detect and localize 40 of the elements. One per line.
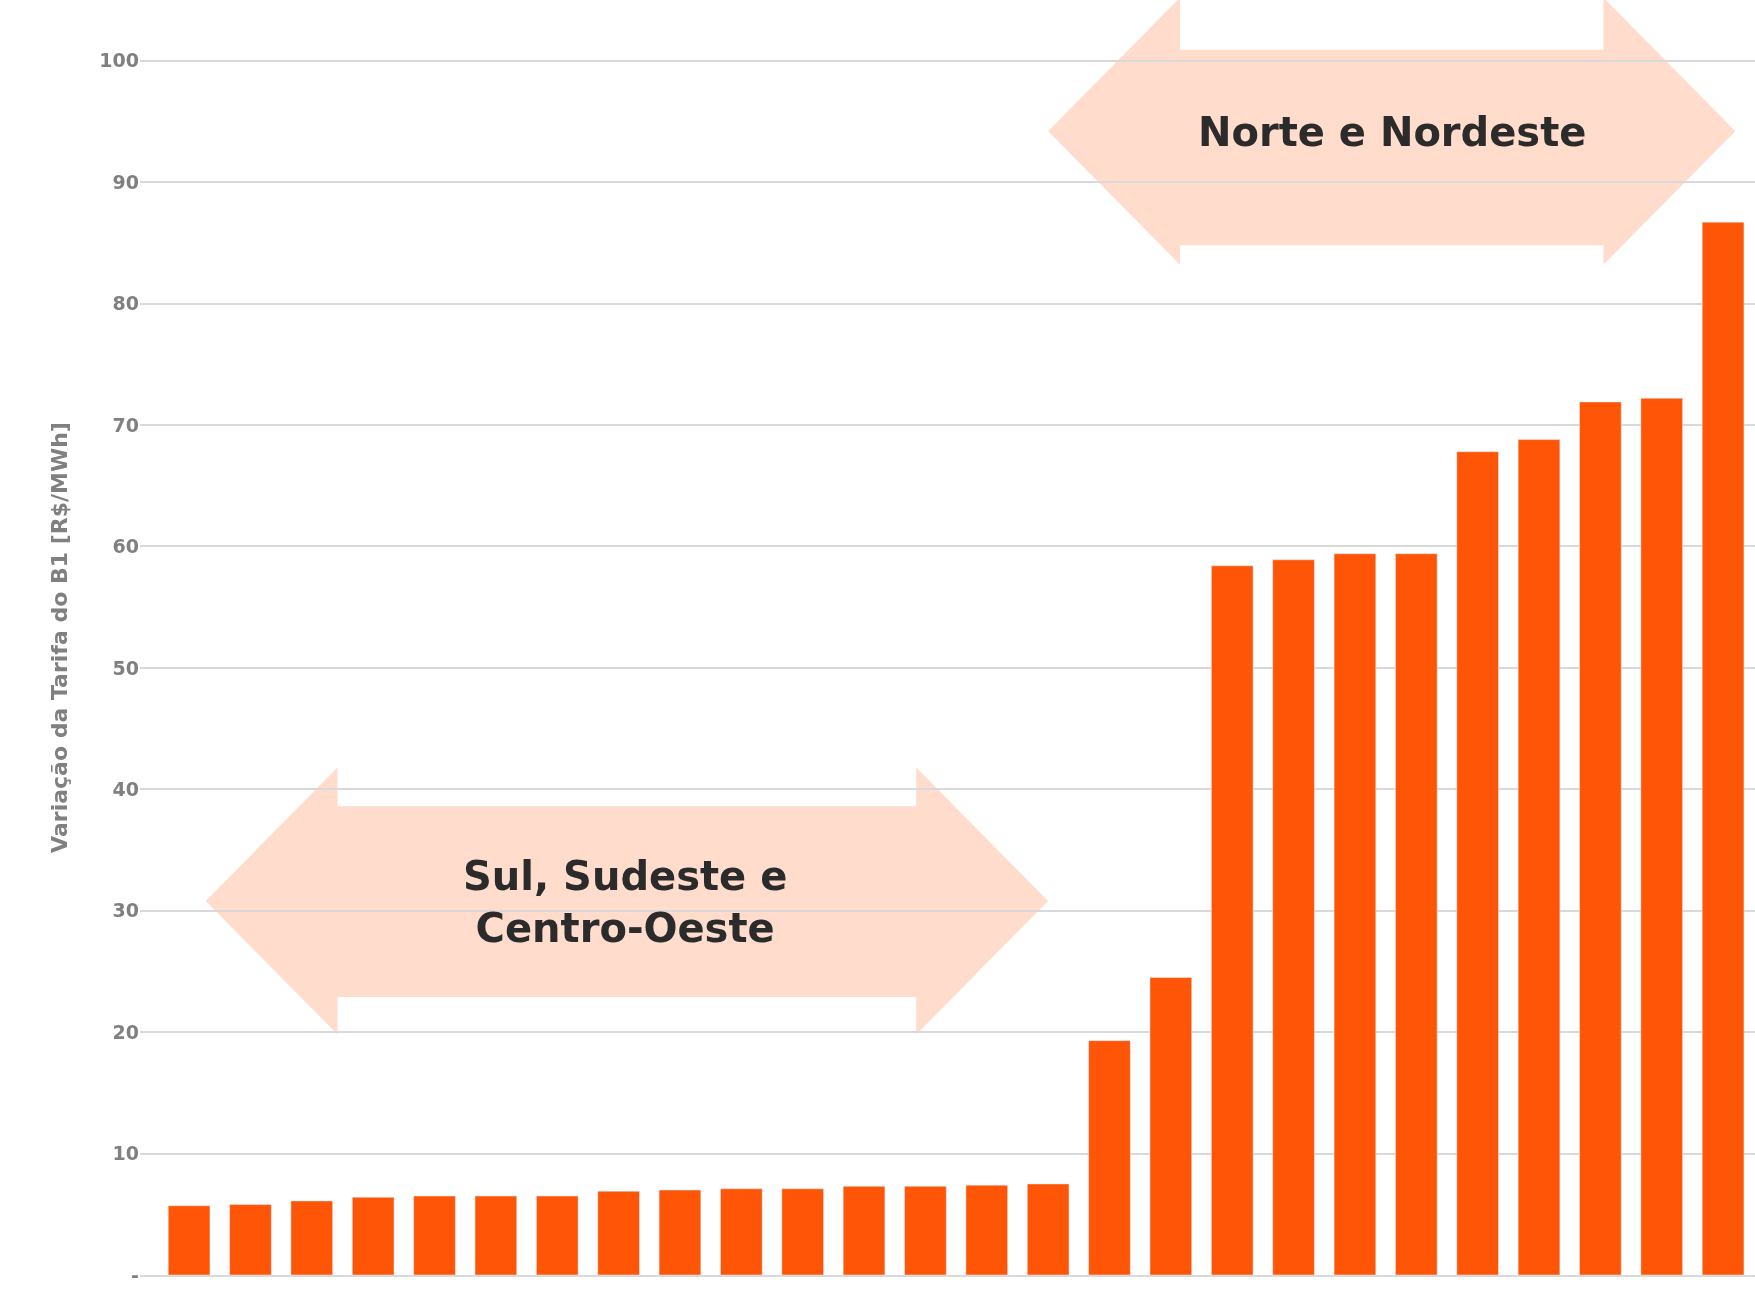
- bar: [1395, 553, 1438, 1275]
- bar: [1517, 439, 1561, 1275]
- bar: [1701, 221, 1745, 1275]
- bar: [1149, 977, 1192, 1275]
- bar: [352, 1197, 395, 1275]
- bar: [1027, 1183, 1070, 1275]
- bar: [842, 1186, 886, 1275]
- bar: [965, 1184, 1008, 1275]
- bar: [1579, 401, 1622, 1275]
- bar: [904, 1186, 947, 1275]
- y-tick-label: 70: [112, 413, 139, 436]
- bar: [229, 1204, 272, 1275]
- y-tick-label: 20: [112, 1020, 139, 1043]
- y-tick-label: 80: [112, 292, 139, 315]
- y-tick-label: 60: [112, 535, 139, 558]
- bar: [597, 1190, 640, 1275]
- bar: [290, 1200, 333, 1275]
- y-tick-label: -: [131, 1263, 139, 1286]
- annotation: Norte e Nordeste: [1198, 109, 1587, 155]
- annotation: Sul, Sudeste e Centro-Oeste: [463, 853, 788, 951]
- y-tick-label: 90: [112, 170, 139, 193]
- y-tick-label: 50: [112, 656, 139, 679]
- bar: [1456, 451, 1499, 1275]
- y-axis-title: Variação da Tarifa do B1 [R$/MWh]: [47, 422, 73, 853]
- y-tick-label: 40: [112, 777, 139, 800]
- bar: [536, 1195, 579, 1275]
- bar: [167, 1205, 211, 1275]
- y-tick-label: 100: [99, 49, 139, 72]
- bar: [658, 1189, 702, 1275]
- bar: [413, 1195, 456, 1275]
- bar: [720, 1188, 763, 1275]
- bar: [1088, 1040, 1131, 1275]
- bar: [781, 1188, 824, 1275]
- bar: [1333, 553, 1377, 1275]
- y-tick-label: 10: [112, 1142, 139, 1165]
- bar: [1272, 559, 1315, 1275]
- bar: [474, 1195, 517, 1275]
- y-tick-label: 30: [112, 899, 139, 922]
- bar: [1640, 398, 1683, 1275]
- bar: [1211, 565, 1254, 1275]
